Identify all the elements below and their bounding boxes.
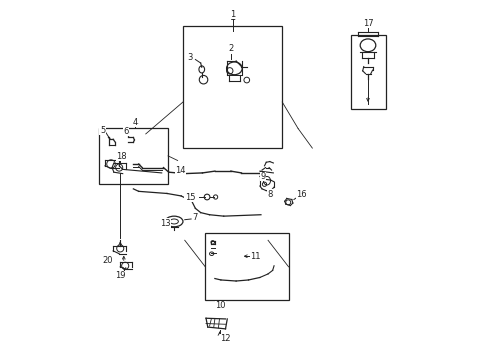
Text: 15: 15 (185, 193, 196, 202)
Text: 19: 19 (115, 271, 126, 280)
Text: 14: 14 (175, 166, 186, 175)
Bar (99, 128, 168, 184)
Text: 13: 13 (160, 219, 171, 228)
Bar (183, 26, 282, 148)
Text: 8: 8 (267, 190, 272, 199)
Text: 7: 7 (193, 213, 198, 222)
Text: 5: 5 (100, 126, 105, 135)
Text: 14: 14 (175, 166, 186, 175)
Text: 2: 2 (228, 45, 234, 54)
Text: 3: 3 (187, 53, 193, 62)
Text: 13: 13 (160, 219, 171, 228)
Text: 20: 20 (102, 256, 113, 265)
Text: 17: 17 (363, 19, 373, 28)
Bar (205, 233, 289, 300)
Text: 18: 18 (116, 152, 127, 161)
Bar (351, 35, 386, 109)
Text: 4: 4 (132, 118, 138, 127)
Text: 6: 6 (123, 127, 129, 136)
Text: 12: 12 (220, 334, 231, 343)
Text: 7: 7 (193, 213, 198, 222)
Text: 11: 11 (250, 252, 261, 261)
Text: 20: 20 (102, 256, 113, 265)
Text: 1: 1 (229, 12, 236, 22)
Text: 5: 5 (99, 127, 105, 136)
Text: 3: 3 (187, 53, 193, 62)
Text: 12: 12 (220, 334, 231, 343)
Text: 8: 8 (267, 190, 273, 199)
Text: 6: 6 (123, 128, 129, 137)
Text: 9: 9 (260, 172, 266, 181)
Text: 4: 4 (132, 118, 138, 127)
Text: 18: 18 (116, 152, 127, 161)
Text: 10: 10 (215, 301, 226, 310)
Text: 15: 15 (184, 193, 196, 202)
Text: 11: 11 (250, 252, 261, 261)
Text: 10: 10 (215, 301, 225, 310)
Text: 2: 2 (228, 44, 233, 53)
Text: 9: 9 (260, 172, 266, 181)
Text: 17: 17 (362, 19, 374, 28)
Text: 16: 16 (296, 190, 307, 199)
Text: 16: 16 (296, 190, 307, 199)
Text: 1: 1 (230, 10, 235, 19)
Text: 19: 19 (115, 271, 125, 280)
